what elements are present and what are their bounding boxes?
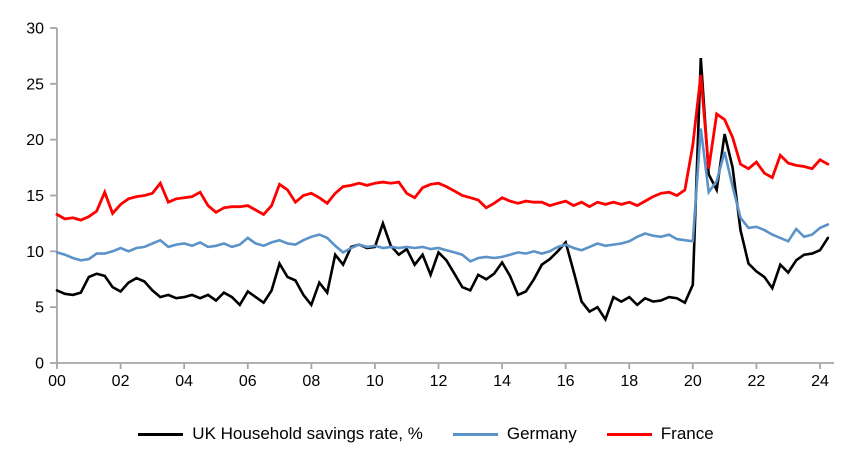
legend-item-france: France	[606, 424, 714, 444]
legend-label-france: France	[660, 424, 714, 443]
y-tick-label: 20	[26, 132, 44, 149]
x-tick-label: 18	[620, 373, 638, 390]
y-tick-label: 15	[26, 188, 44, 205]
axes: 0 5 10 15 20 25 30 00 02 04 06 08 10 12 14 16 18 20 22 24	[26, 21, 834, 390]
x-tick-label: 24	[811, 373, 829, 390]
x-tick-label: 14	[493, 373, 511, 390]
y-tick-label: 25	[26, 76, 44, 93]
legend-item-germany: Germany	[452, 424, 577, 444]
legend-line-swatch-uk	[138, 432, 184, 436]
x-tick-label: 12	[430, 373, 448, 390]
series-lines	[55, 58, 830, 323]
x-tick-label: 22	[748, 373, 766, 390]
y-tick-label: 0	[35, 356, 44, 373]
y-tick-label: 5	[35, 300, 44, 317]
y-tick-label: 30	[26, 21, 44, 38]
legend-label-uk: UK Household savings rate, %	[192, 424, 423, 443]
legend-item-uk: UK Household savings rate, %	[138, 424, 423, 444]
line-germany	[55, 128, 830, 263]
x-tick-label: 00	[48, 373, 66, 390]
legend-label-germany: Germany	[506, 424, 577, 443]
line-france	[55, 74, 830, 222]
x-tick-label: 08	[302, 373, 320, 390]
x-tick-label: 06	[239, 373, 257, 390]
y-tick-label: 10	[26, 244, 44, 261]
legend-line-swatch-france	[606, 432, 652, 436]
x-tick-label: 20	[684, 373, 702, 390]
x-tick-label: 02	[112, 373, 130, 390]
x-tick-label: 10	[366, 373, 384, 390]
x-tick-label: 04	[175, 373, 193, 390]
x-tick-label: 16	[557, 373, 575, 390]
legend: UK Household savings rate, % Germany Fra…	[0, 424, 852, 444]
legend-line-swatch-germany	[452, 432, 498, 436]
